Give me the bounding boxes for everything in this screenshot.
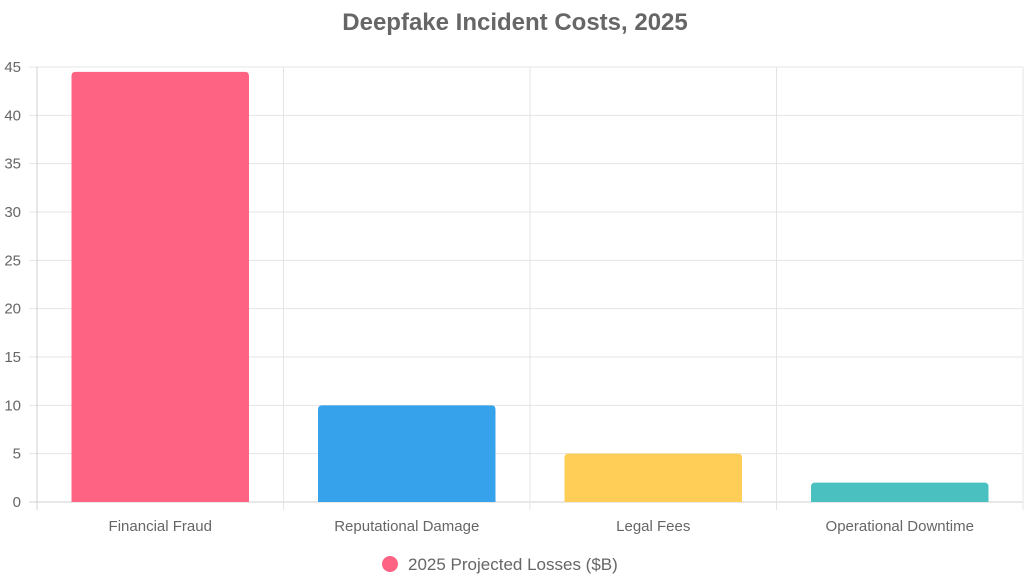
y-tick-label: 15 [4, 349, 21, 366]
legend-swatch [382, 556, 398, 572]
y-axis-ticks: 0 5 10 15 20 25 30 35 40 45 [4, 59, 21, 511]
y-tick-label: 40 [4, 107, 21, 124]
legend-label: 2025 Projected Losses ($B) [408, 555, 618, 574]
x-tick-label: Operational Downtime [826, 518, 974, 535]
y-tick-label: 5 [13, 446, 21, 463]
bar-legal-fees[interactable] [564, 453, 742, 502]
y-tick-label: 0 [13, 494, 21, 511]
y-tick-label: 30 [4, 204, 21, 221]
y-tick-label: 25 [4, 252, 21, 269]
bars [71, 71, 989, 502]
y-tick-label: 20 [4, 301, 21, 318]
y-tick-label: 10 [4, 397, 21, 414]
x-tick-label: Reputational Damage [334, 518, 479, 535]
y-tick-label: 35 [4, 156, 21, 173]
legend[interactable]: 2025 Projected Losses ($B) [382, 555, 618, 574]
bar-operational-downtime[interactable] [811, 482, 989, 502]
x-tick-label: Legal Fees [616, 518, 690, 535]
bar-reputational-damage[interactable] [318, 405, 496, 502]
chart-title: Deepfake Incident Costs, 2025 [342, 9, 687, 36]
x-axis-ticks: Financial Fraud Reputational Damage Legal … [109, 518, 974, 535]
bar-financial-fraud[interactable] [71, 71, 249, 502]
x-tick-label: Financial Fraud [109, 518, 212, 535]
y-tick-label: 45 [4, 59, 21, 76]
